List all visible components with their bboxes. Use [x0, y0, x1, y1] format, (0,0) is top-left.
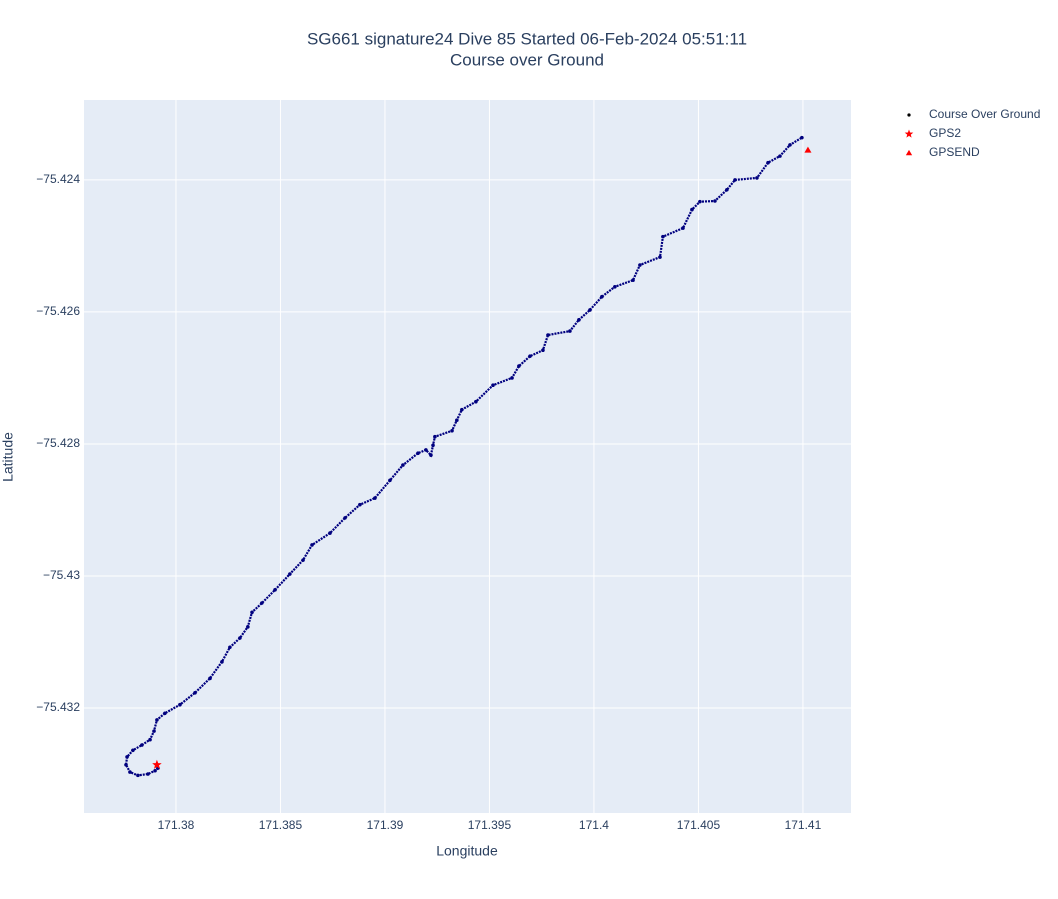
- dot-marker: [698, 199, 702, 204]
- triangle-marker: [804, 146, 812, 153]
- x-tick-label: 171.385: [259, 818, 303, 832]
- y-tick-label: −75.432: [36, 700, 80, 714]
- x-tick-label: 171.405: [677, 818, 721, 832]
- x-tick-label: 171.39: [367, 818, 404, 832]
- dot-marker: [788, 143, 792, 147]
- dot-marker: [431, 443, 435, 448]
- dot-marker: [220, 660, 224, 664]
- dot-marker: [631, 278, 635, 283]
- plot-area: [84, 100, 851, 813]
- legend-label: Course Over Ground: [929, 107, 1040, 121]
- dot-marker: [433, 434, 437, 439]
- dot-marker: [163, 711, 167, 716]
- dot-marker: [388, 478, 392, 483]
- dot-marker: [429, 453, 433, 457]
- dot-marker: [260, 601, 264, 605]
- dot-marker: [328, 531, 332, 535]
- dot-marker: [450, 428, 454, 433]
- dot-marker: [424, 448, 428, 452]
- dot-marker: [125, 755, 129, 759]
- dot-marker: [638, 263, 642, 267]
- triangle-marker: [905, 149, 913, 156]
- dot-marker: [517, 364, 521, 368]
- dot-marker: [178, 702, 182, 707]
- dot-marker: [528, 354, 532, 358]
- dot-marker: [733, 178, 737, 182]
- star-marker: [904, 129, 914, 138]
- star-marker: [152, 759, 162, 769]
- dot-marker: [128, 770, 132, 774]
- dot-marker: [152, 729, 156, 733]
- y-tick-label: −75.428: [36, 436, 80, 450]
- dot-marker: [725, 187, 729, 192]
- x-tick-label: 171.38: [158, 818, 195, 832]
- dot-marker: [288, 572, 292, 576]
- dot-marker: [416, 451, 420, 455]
- dot-marker: [681, 226, 685, 230]
- dot-marker: [690, 207, 694, 212]
- marks: [124, 135, 812, 778]
- dot-marker: [510, 376, 514, 380]
- dot-marker: [246, 625, 250, 629]
- dot-marker: [358, 502, 362, 507]
- dot-marker: [124, 763, 128, 767]
- dot-marker: [613, 285, 617, 289]
- dot-marker: [600, 294, 604, 299]
- dot-marker: [146, 772, 150, 776]
- x-tick-label: 171.41: [785, 818, 822, 832]
- dot-marker: [250, 610, 254, 615]
- dot-marker: [546, 333, 550, 337]
- dot-marker: [460, 407, 464, 412]
- x-tick-label: 171.4: [579, 818, 609, 832]
- dot-marker: [713, 199, 717, 203]
- x-tick-label: 171.395: [468, 818, 512, 832]
- dot-marker: [661, 234, 665, 239]
- dot-marker: [577, 318, 581, 322]
- dot-marker: [273, 588, 277, 592]
- dot-marker: [907, 113, 911, 117]
- y-tick-label: −75.43: [43, 568, 80, 582]
- y-axis-title: Latitude: [0, 432, 16, 482]
- grid: 171.38 171.385 171.39 171.395 171.4 171.405 17…: [36, 100, 851, 832]
- dot-marker: [153, 768, 157, 773]
- dot-marker: [131, 748, 135, 753]
- dot-marker: [301, 558, 305, 562]
- dot-marker: [800, 135, 804, 140]
- chart-title: SG661 signature24 Dive 85 Started 06-Feb…: [307, 29, 747, 48]
- dot-marker: [193, 691, 197, 695]
- dot-marker: [778, 154, 782, 158]
- dot-marker: [148, 737, 152, 742]
- dot-marker: [588, 308, 592, 312]
- dot-marker: [136, 773, 140, 778]
- dot-marker: [658, 255, 662, 259]
- dot-marker: [155, 718, 159, 722]
- dot-marker: [238, 636, 242, 640]
- x-axis-title: Longitude: [436, 843, 498, 859]
- legend-label: GPSEND: [929, 145, 980, 159]
- dot-marker: [474, 399, 478, 404]
- dot-marker: [228, 645, 232, 650]
- dot-marker: [541, 348, 545, 353]
- dot-marker: [455, 418, 459, 422]
- dot-marker: [373, 496, 377, 500]
- chart-subtitle: Course over Ground: [450, 50, 604, 69]
- dot-marker: [140, 743, 144, 747]
- dot-marker: [568, 329, 572, 333]
- dot-marker: [491, 383, 495, 388]
- y-tick-label: −75.426: [36, 304, 80, 318]
- dot-marker: [343, 516, 347, 520]
- dot-marker: [755, 176, 759, 180]
- legend-label: GPS2: [929, 126, 961, 140]
- legend: Course Over Ground GPS2 GPSEND: [904, 107, 1040, 159]
- dot-marker: [401, 463, 405, 467]
- dot-marker: [766, 160, 770, 165]
- y-tick-label: −75.424: [36, 172, 80, 186]
- dot-marker: [310, 543, 314, 547]
- dot-marker: [208, 676, 212, 681]
